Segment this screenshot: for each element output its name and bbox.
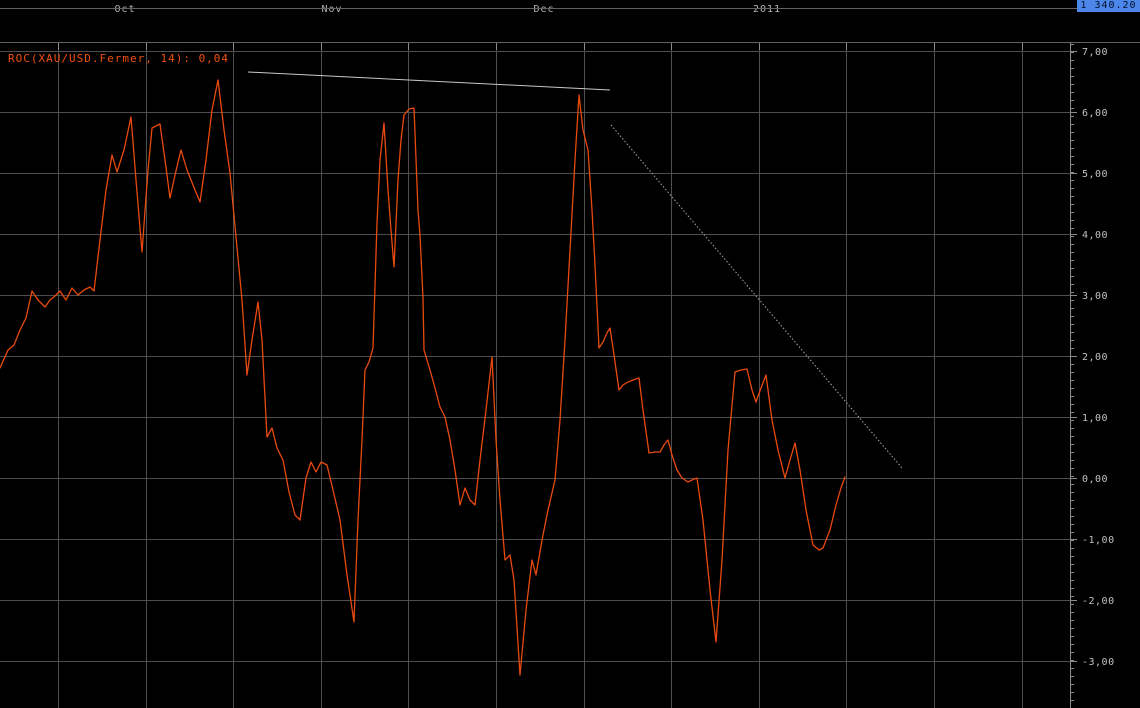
trendline-upper-resistance[interactable]: [247, 71, 611, 91]
month-label: Oct: [114, 4, 135, 15]
indicator-value-label: ROC(XAU/USD.Fermer, 14): 0,04: [8, 52, 229, 65]
price-tick-label: 6,00: [1082, 108, 1108, 119]
price-tick-label: 5,00: [1082, 169, 1108, 180]
time-axis-ticks: [58, 42, 1023, 50]
time-axis-labels: Oct Nov Dec 2011: [114, 4, 781, 15]
month-label: Nov: [321, 4, 342, 15]
month-label: Dec: [533, 4, 554, 15]
trendline-lower-descending[interactable]: [610, 124, 903, 469]
month-label: 2011: [753, 4, 781, 15]
current-price-badge: 1 340.20: [1077, 0, 1140, 12]
price-axis[interactable]: [1070, 42, 1077, 708]
price-tick-label: 7,00: [1082, 47, 1108, 58]
price-tick-label: 2,00: [1082, 352, 1108, 363]
roc-series-line: [0, 79, 846, 676]
price-tick-label: 0,00: [1082, 474, 1108, 485]
price-tick-label: -1,00: [1082, 535, 1115, 546]
h-gridlines: [0, 51, 1070, 662]
price-tick-label: 4,00: [1082, 230, 1108, 241]
price-tick-label: 1,00: [1082, 413, 1108, 424]
price-tick-label: 3,00: [1082, 291, 1108, 302]
price-axis-labels: 7,00 6,00 5,00 4,00 3,00 2,00 1,00 0,00 -1,00 -2,…: [1082, 47, 1115, 668]
price-tick-label: -2,00: [1082, 596, 1115, 607]
v-gridlines: [58, 42, 1023, 708]
window-separator-lines[interactable]: [0, 8, 1140, 43]
price-tick-label: -3,00: [1082, 657, 1115, 668]
